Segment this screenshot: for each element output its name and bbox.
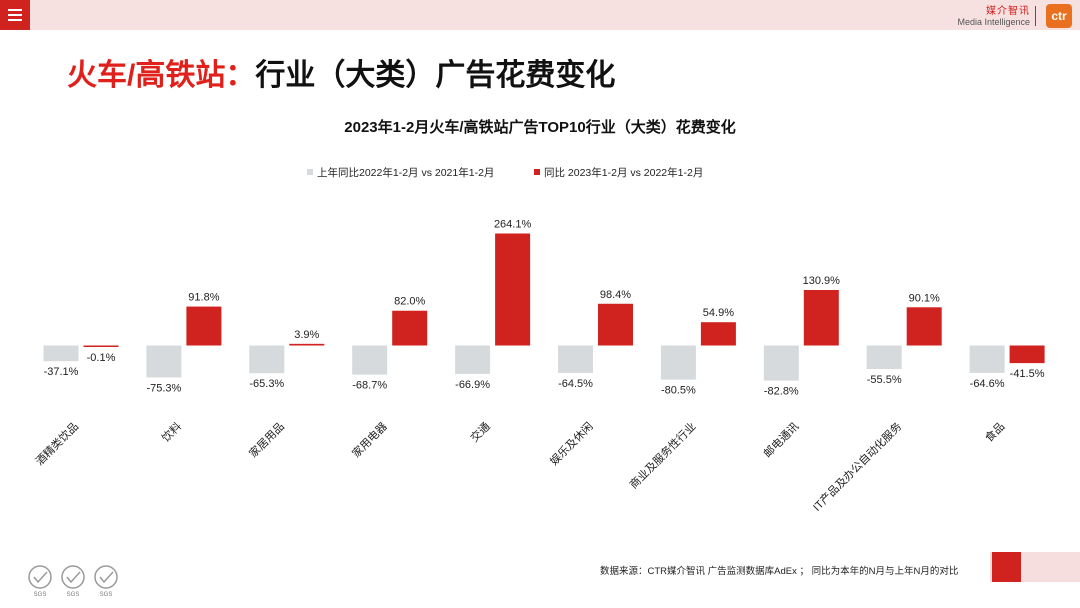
- bar-0-9: [969, 345, 1005, 373]
- data-label-1-7: 130.9%: [803, 275, 841, 287]
- bar-1-1: [186, 306, 222, 346]
- menu-icon[interactable]: [0, 0, 30, 30]
- data-label-1-0: -0.1%: [87, 352, 116, 364]
- bar-0-0: [43, 345, 79, 362]
- top-bar: [0, 0, 1080, 30]
- bar-1-8: [906, 307, 942, 346]
- data-label-1-6: 54.9%: [703, 307, 734, 319]
- category-label-1: 饮料: [159, 419, 184, 444]
- data-label-0-8: -55.5%: [867, 374, 902, 386]
- data-label-1-2: 3.9%: [294, 329, 319, 341]
- data-label-1-5: 98.4%: [600, 289, 631, 301]
- data-label-0-6: -80.5%: [661, 385, 696, 397]
- category-label-9: 食品: [982, 419, 1007, 444]
- bar-1-7: [803, 289, 839, 346]
- sgs-cert-logos: SGS SGS SGS: [28, 565, 118, 598]
- data-label-0-9: -64.6%: [970, 378, 1005, 390]
- bar-0-4: [455, 345, 491, 374]
- bar-1-5: [598, 303, 633, 346]
- data-label-0-2: -65.3%: [249, 378, 284, 390]
- bar-1-0: [83, 345, 119, 347]
- bar-1-9: [1009, 345, 1045, 364]
- legend-label-1: 同比 2023年1-2月 vs 2022年1-2月: [544, 166, 703, 179]
- data-label-0-1: -75.3%: [146, 382, 181, 394]
- chart-legend: 上年同比2022年1-2月 vs 2021年1-2月 同比 2023年1-2月 v…: [307, 166, 703, 179]
- chart-data-labels: -37.1% -0.1% -75.3% 91.8% -65.3% 3.9% -68.7% 82…: [44, 219, 1045, 398]
- bar-0-6: [660, 345, 696, 380]
- category-label-0: 酒精类饮品: [32, 419, 81, 468]
- data-source-note: 数据来源：CTR媒介智讯 广告监测数据库AdEx ； 同比为本年的N月与上年N月…: [600, 566, 959, 577]
- sgs-label-1: SGS: [34, 592, 47, 598]
- data-label-1-9: -41.5%: [1010, 368, 1045, 380]
- chart-title: 2023年1-2月火车/高铁站广告TOP10行业（大类）花费变化: [344, 119, 736, 136]
- sgs-label-2: SGS: [67, 592, 80, 598]
- data-label-1-4: 264.1%: [494, 219, 532, 231]
- bar-0-8: [866, 345, 902, 370]
- category-label-5: 娱乐及休闲: [547, 419, 596, 468]
- page-title-topic: 行业（大类）广告花费变化: [255, 59, 616, 92]
- brand-name-cn: 媒介智讯: [986, 6, 1030, 17]
- chart-category-labels: 酒精类饮品 饮料 家居用品 家用电器 交通 娱乐及休闲 商业及服务性行业 邮电通讯 IT产品及办…: [32, 419, 1007, 514]
- ctr-logo: ctr: [1046, 4, 1072, 28]
- bar-0-2: [249, 345, 285, 374]
- data-label-0-7: -82.8%: [764, 386, 799, 398]
- bar-1-6: [700, 322, 736, 346]
- category-label-8: IT产品及办公自动化服务: [810, 419, 905, 514]
- category-label-3: 家用电器: [349, 419, 390, 460]
- data-label-0-4: -66.9%: [455, 379, 490, 391]
- bar-0-7: [763, 345, 799, 381]
- data-label-1-3: 82.0%: [394, 296, 425, 308]
- bar-0-1: [146, 345, 182, 378]
- legend-swatch-1: [534, 169, 540, 175]
- category-label-6: 商业及服务性行业: [626, 419, 698, 491]
- brand-name-en: Media Intelligence: [957, 17, 1030, 27]
- sgs-label-3: SGS: [100, 592, 113, 598]
- data-label-0-3: -68.7%: [352, 380, 387, 392]
- data-label-0-0: -37.1%: [44, 366, 79, 378]
- bar-0-5: [558, 345, 593, 373]
- chart-bars: [43, 233, 1045, 381]
- brand: 媒介智讯 Media Intelligence: [957, 6, 1030, 28]
- data-label-1-1: 91.8%: [188, 292, 219, 304]
- legend-label-0: 上年同比2022年1-2月 vs 2021年1-2月: [317, 166, 494, 179]
- brand-divider: [1035, 6, 1036, 26]
- page-title-location: 火车/高铁站：: [67, 59, 256, 92]
- category-label-7: 邮电通讯: [761, 420, 801, 460]
- page-title: 火车/高铁站：行业（大类）广告花费变化: [67, 50, 615, 94]
- bar-1-3: [392, 310, 428, 346]
- category-label-2: 家居用品: [246, 419, 287, 460]
- data-label-1-8: 90.1%: [909, 292, 940, 304]
- legend-swatch-0: [307, 169, 313, 175]
- bar-0-3: [352, 345, 388, 375]
- data-label-0-5: -64.5%: [558, 378, 593, 390]
- category-label-4: 交通: [467, 419, 492, 444]
- bar-1-4: [495, 233, 531, 346]
- bar-1-2: [289, 343, 325, 346]
- footer-accent: [992, 552, 1021, 582]
